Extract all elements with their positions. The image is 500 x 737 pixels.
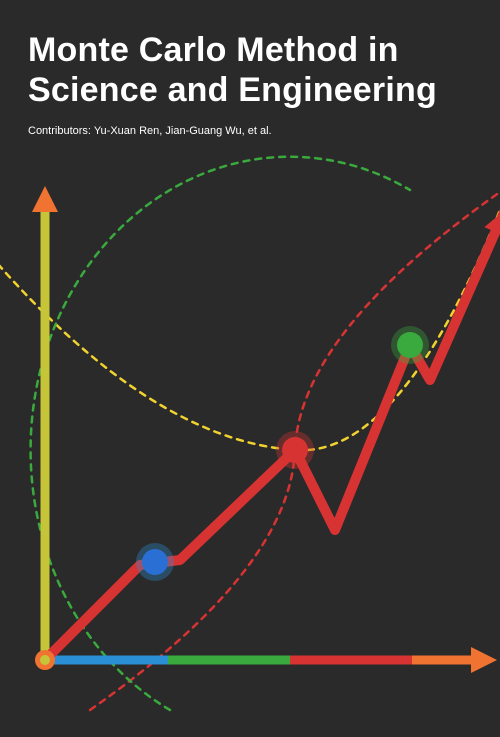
book-cover: Monte Carlo Method in Science and Engine…: [0, 0, 500, 737]
title-line-2: Science and Engineering: [28, 71, 437, 109]
cover-chart: [0, 150, 500, 737]
contributors-text: Contributors: Yu-Xuan Ren, Jian-Guang Wu…: [28, 125, 272, 137]
title-line-1: Monte Carlo Method in: [28, 31, 399, 69]
book-title: Monte Carlo Method in Science and Engine…: [28, 30, 480, 110]
